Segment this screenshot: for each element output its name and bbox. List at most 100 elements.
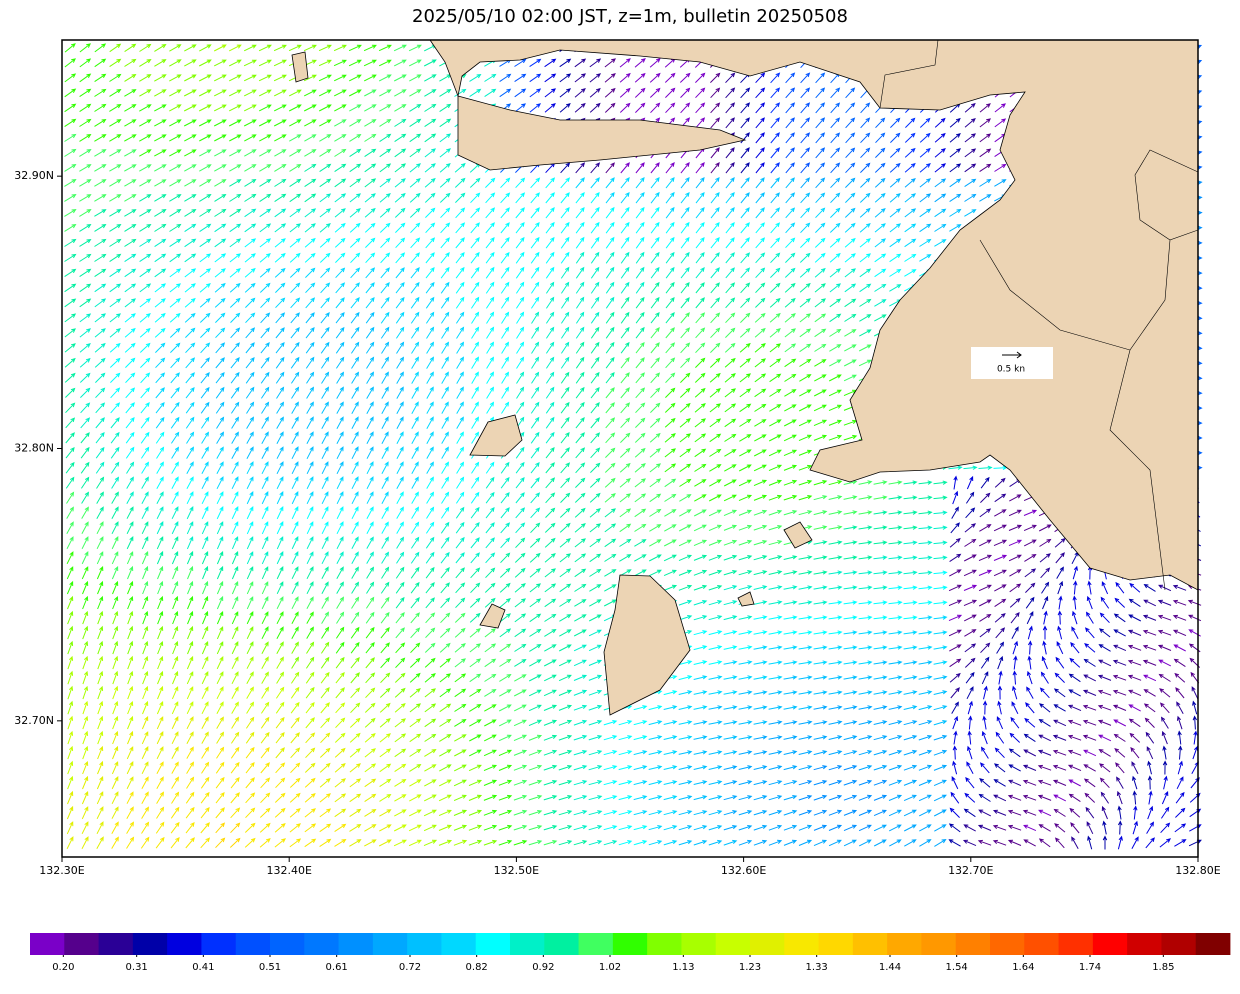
colorbar-label: 1.85 <box>1152 962 1174 973</box>
current-arrow <box>620 341 630 354</box>
current-arrow <box>139 58 152 67</box>
current-arrow <box>875 147 886 158</box>
current-arrow <box>501 371 509 384</box>
current-arrow <box>859 314 872 322</box>
current-arrow <box>258 119 272 127</box>
current-arrow <box>785 102 796 114</box>
current-arrow <box>545 371 555 384</box>
current-arrow <box>378 59 392 67</box>
current-arrow <box>229 253 241 263</box>
current-arrow <box>79 223 92 232</box>
current-arrow <box>229 238 242 248</box>
current-arrow <box>755 192 765 204</box>
current-arrow <box>904 193 917 203</box>
current-arrow <box>365 282 375 294</box>
current-arrow <box>680 102 691 114</box>
current-arrow <box>379 207 391 218</box>
current-arrow <box>979 194 992 202</box>
current-arrow <box>710 102 721 114</box>
current-arrow <box>200 386 210 399</box>
current-arrow <box>366 371 375 384</box>
current-arrow <box>544 88 556 98</box>
current-arrow <box>619 72 631 83</box>
current-arrow <box>154 179 167 187</box>
current-arrow <box>379 193 391 203</box>
current-arrow <box>874 162 886 173</box>
current-arrow <box>814 359 827 367</box>
current-arrow <box>125 357 136 368</box>
current-arrow <box>665 297 675 309</box>
colorbar-swatch <box>441 933 477 955</box>
current-arrow <box>755 102 766 114</box>
current-arrow <box>424 133 437 143</box>
current-arrow <box>124 149 137 157</box>
current-arrow <box>289 252 301 263</box>
current-arrow <box>560 236 570 249</box>
current-arrow <box>800 117 811 129</box>
current-arrow <box>604 102 616 113</box>
current-arrow <box>858 359 872 367</box>
current-arrow <box>829 237 841 248</box>
current-arrow <box>964 118 976 128</box>
current-arrow <box>290 326 300 339</box>
current-arrow <box>574 102 586 113</box>
current-arrow <box>109 298 122 308</box>
current-arrow <box>139 283 152 293</box>
current-arrow <box>185 401 195 414</box>
current-arrow <box>784 297 796 308</box>
current-arrow <box>349 133 362 142</box>
current-arrow <box>830 192 841 204</box>
current-arrow <box>695 327 706 339</box>
current-arrow <box>844 268 856 278</box>
current-arrow <box>830 117 841 129</box>
current-arrow <box>695 192 705 204</box>
current-arrow <box>169 164 182 172</box>
current-arrow <box>725 267 735 279</box>
current-arrow <box>125 387 136 399</box>
current-arrow <box>198 104 212 112</box>
current-arrow <box>304 223 316 233</box>
current-arrow <box>139 104 152 112</box>
current-arrow <box>94 118 107 127</box>
current-arrow <box>635 311 645 324</box>
current-arrow <box>424 74 437 82</box>
current-arrow <box>276 386 285 399</box>
current-arrow <box>620 251 630 264</box>
current-arrow <box>169 312 181 323</box>
current-arrow <box>273 44 287 52</box>
current-arrow <box>198 59 212 67</box>
current-arrow <box>470 266 480 279</box>
current-arrow <box>276 401 285 414</box>
current-arrow <box>530 236 540 249</box>
current-arrow <box>243 59 257 67</box>
current-arrow <box>575 177 585 189</box>
current-arrow <box>244 164 257 172</box>
current-arrow <box>755 132 765 144</box>
current-arrow <box>904 223 917 233</box>
current-arrow <box>333 44 347 52</box>
current-arrow <box>396 386 404 399</box>
current-arrow <box>934 117 946 128</box>
current-arrow <box>395 222 406 233</box>
current-arrow <box>785 147 795 159</box>
current-arrow <box>335 267 346 279</box>
current-arrow <box>769 328 781 338</box>
current-arrow <box>409 192 421 203</box>
current-arrow <box>349 104 362 112</box>
colorbar-swatch <box>750 933 785 955</box>
current-arrow <box>830 207 841 218</box>
current-arrow <box>79 328 91 338</box>
current-arrow <box>559 103 571 113</box>
current-arrow <box>934 223 947 232</box>
current-arrow <box>650 342 660 354</box>
current-arrow <box>411 341 420 354</box>
current-arrow <box>575 341 585 354</box>
current-arrow <box>213 74 227 82</box>
current-arrow <box>949 133 961 143</box>
current-arrow <box>635 296 645 309</box>
current-arrow <box>964 102 976 113</box>
current-arrow <box>545 326 555 339</box>
current-arrow <box>273 119 287 127</box>
current-arrow <box>335 297 345 309</box>
current-arrow <box>500 266 510 279</box>
